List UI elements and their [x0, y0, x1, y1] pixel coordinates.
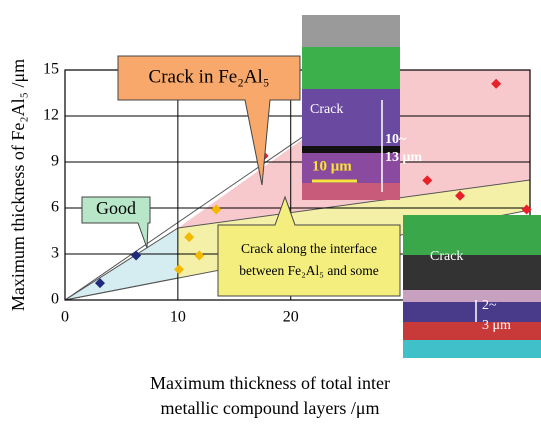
y-tick-label: 0: [51, 291, 59, 308]
annotation: 10~: [385, 132, 407, 147]
annotation: 3 μm: [482, 318, 511, 333]
chart: Crack in Fe₂Al₅ Good Crack along the int…: [0, 0, 541, 425]
x-tick-label: 10: [170, 309, 186, 326]
y-tick-label: 6: [51, 199, 59, 216]
annotation: Crack: [430, 249, 463, 264]
annotation: Crack: [310, 102, 343, 117]
y-tick-label: 12: [43, 107, 59, 124]
annotation: Good: [96, 198, 136, 218]
annotation: 10 μm: [312, 158, 352, 174]
x-axis-label: Maximum thickness of total inter: [150, 373, 390, 393]
y-tick-label: 15: [43, 61, 59, 78]
x-tick-label: 0: [61, 309, 69, 326]
annotation: 13 μm: [385, 150, 422, 165]
annotation: Crack along the interface: [241, 241, 377, 256]
y-tick-label: 3: [51, 245, 59, 262]
y-axis-label: Maximum thickness of Fe₂Al₅ /μm: [8, 59, 28, 311]
y-tick-label: 9: [51, 153, 59, 170]
annotation: Crack in Fe₂Al₅: [149, 66, 270, 87]
annotation: between Fe₂Al₅ and some: [239, 263, 379, 278]
annotation: 2~: [482, 298, 497, 313]
x-tick-label: 20: [283, 309, 299, 326]
micrograph: [403, 215, 541, 358]
x-axis-label: metallic compound layers /μm: [160, 398, 379, 418]
